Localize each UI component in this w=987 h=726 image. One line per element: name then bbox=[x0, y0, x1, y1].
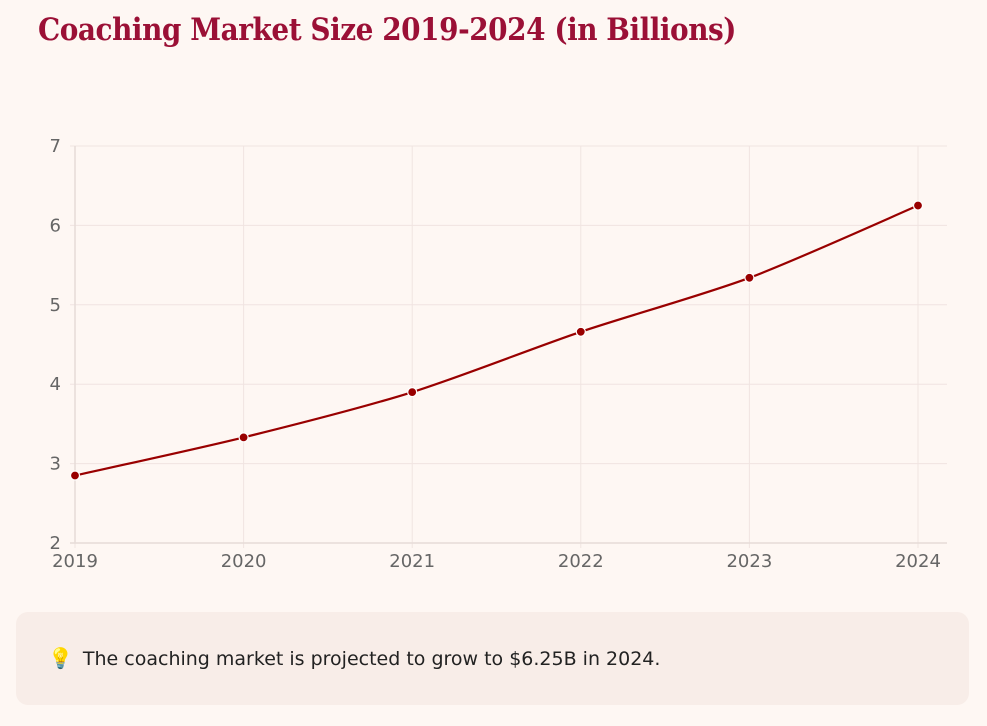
data-point bbox=[407, 387, 418, 398]
y-tick-label: 7 bbox=[50, 136, 61, 157]
y-tick-labels: 2 3 4 5 6 7 bbox=[50, 136, 61, 554]
x-tick-label: 2019 bbox=[52, 551, 98, 572]
x-tick-labels: 2019 2020 2021 2022 2023 2024 bbox=[52, 551, 941, 572]
insight-box: 💡 The coaching market is projected to gr… bbox=[16, 612, 969, 705]
data-point bbox=[69, 470, 81, 481]
chart-title: Coaching Market Size 2019-2024 (in Billi… bbox=[38, 12, 737, 48]
lightbulb-icon: 💡 bbox=[48, 647, 73, 670]
y-tick-label: 4 bbox=[50, 374, 61, 395]
line-chart: 2 3 4 5 6 7 2019 2020 2021 2022 2023 2024 bbox=[50, 136, 947, 572]
data-points bbox=[69, 200, 924, 481]
x-tick-label: 2020 bbox=[221, 551, 267, 572]
x-tick-label: 2021 bbox=[389, 551, 435, 572]
x-tick-label: 2023 bbox=[726, 551, 772, 572]
y-tick-label: 5 bbox=[50, 295, 61, 316]
data-point bbox=[912, 200, 924, 211]
data-point bbox=[744, 272, 755, 283]
x-tick-label: 2022 bbox=[558, 551, 604, 572]
series-line-group bbox=[74, 204, 919, 477]
data-point bbox=[238, 432, 249, 443]
series-line bbox=[74, 204, 919, 477]
y-tick-label: 2 bbox=[50, 533, 61, 554]
axes bbox=[70, 146, 947, 544]
y-tick-label: 3 bbox=[50, 454, 61, 475]
x-tick-label: 2024 bbox=[895, 551, 941, 572]
grid bbox=[70, 145, 947, 548]
y-tick-label: 6 bbox=[50, 215, 61, 236]
data-point bbox=[575, 326, 586, 337]
insight-text: The coaching market is projected to grow… bbox=[82, 647, 661, 670]
